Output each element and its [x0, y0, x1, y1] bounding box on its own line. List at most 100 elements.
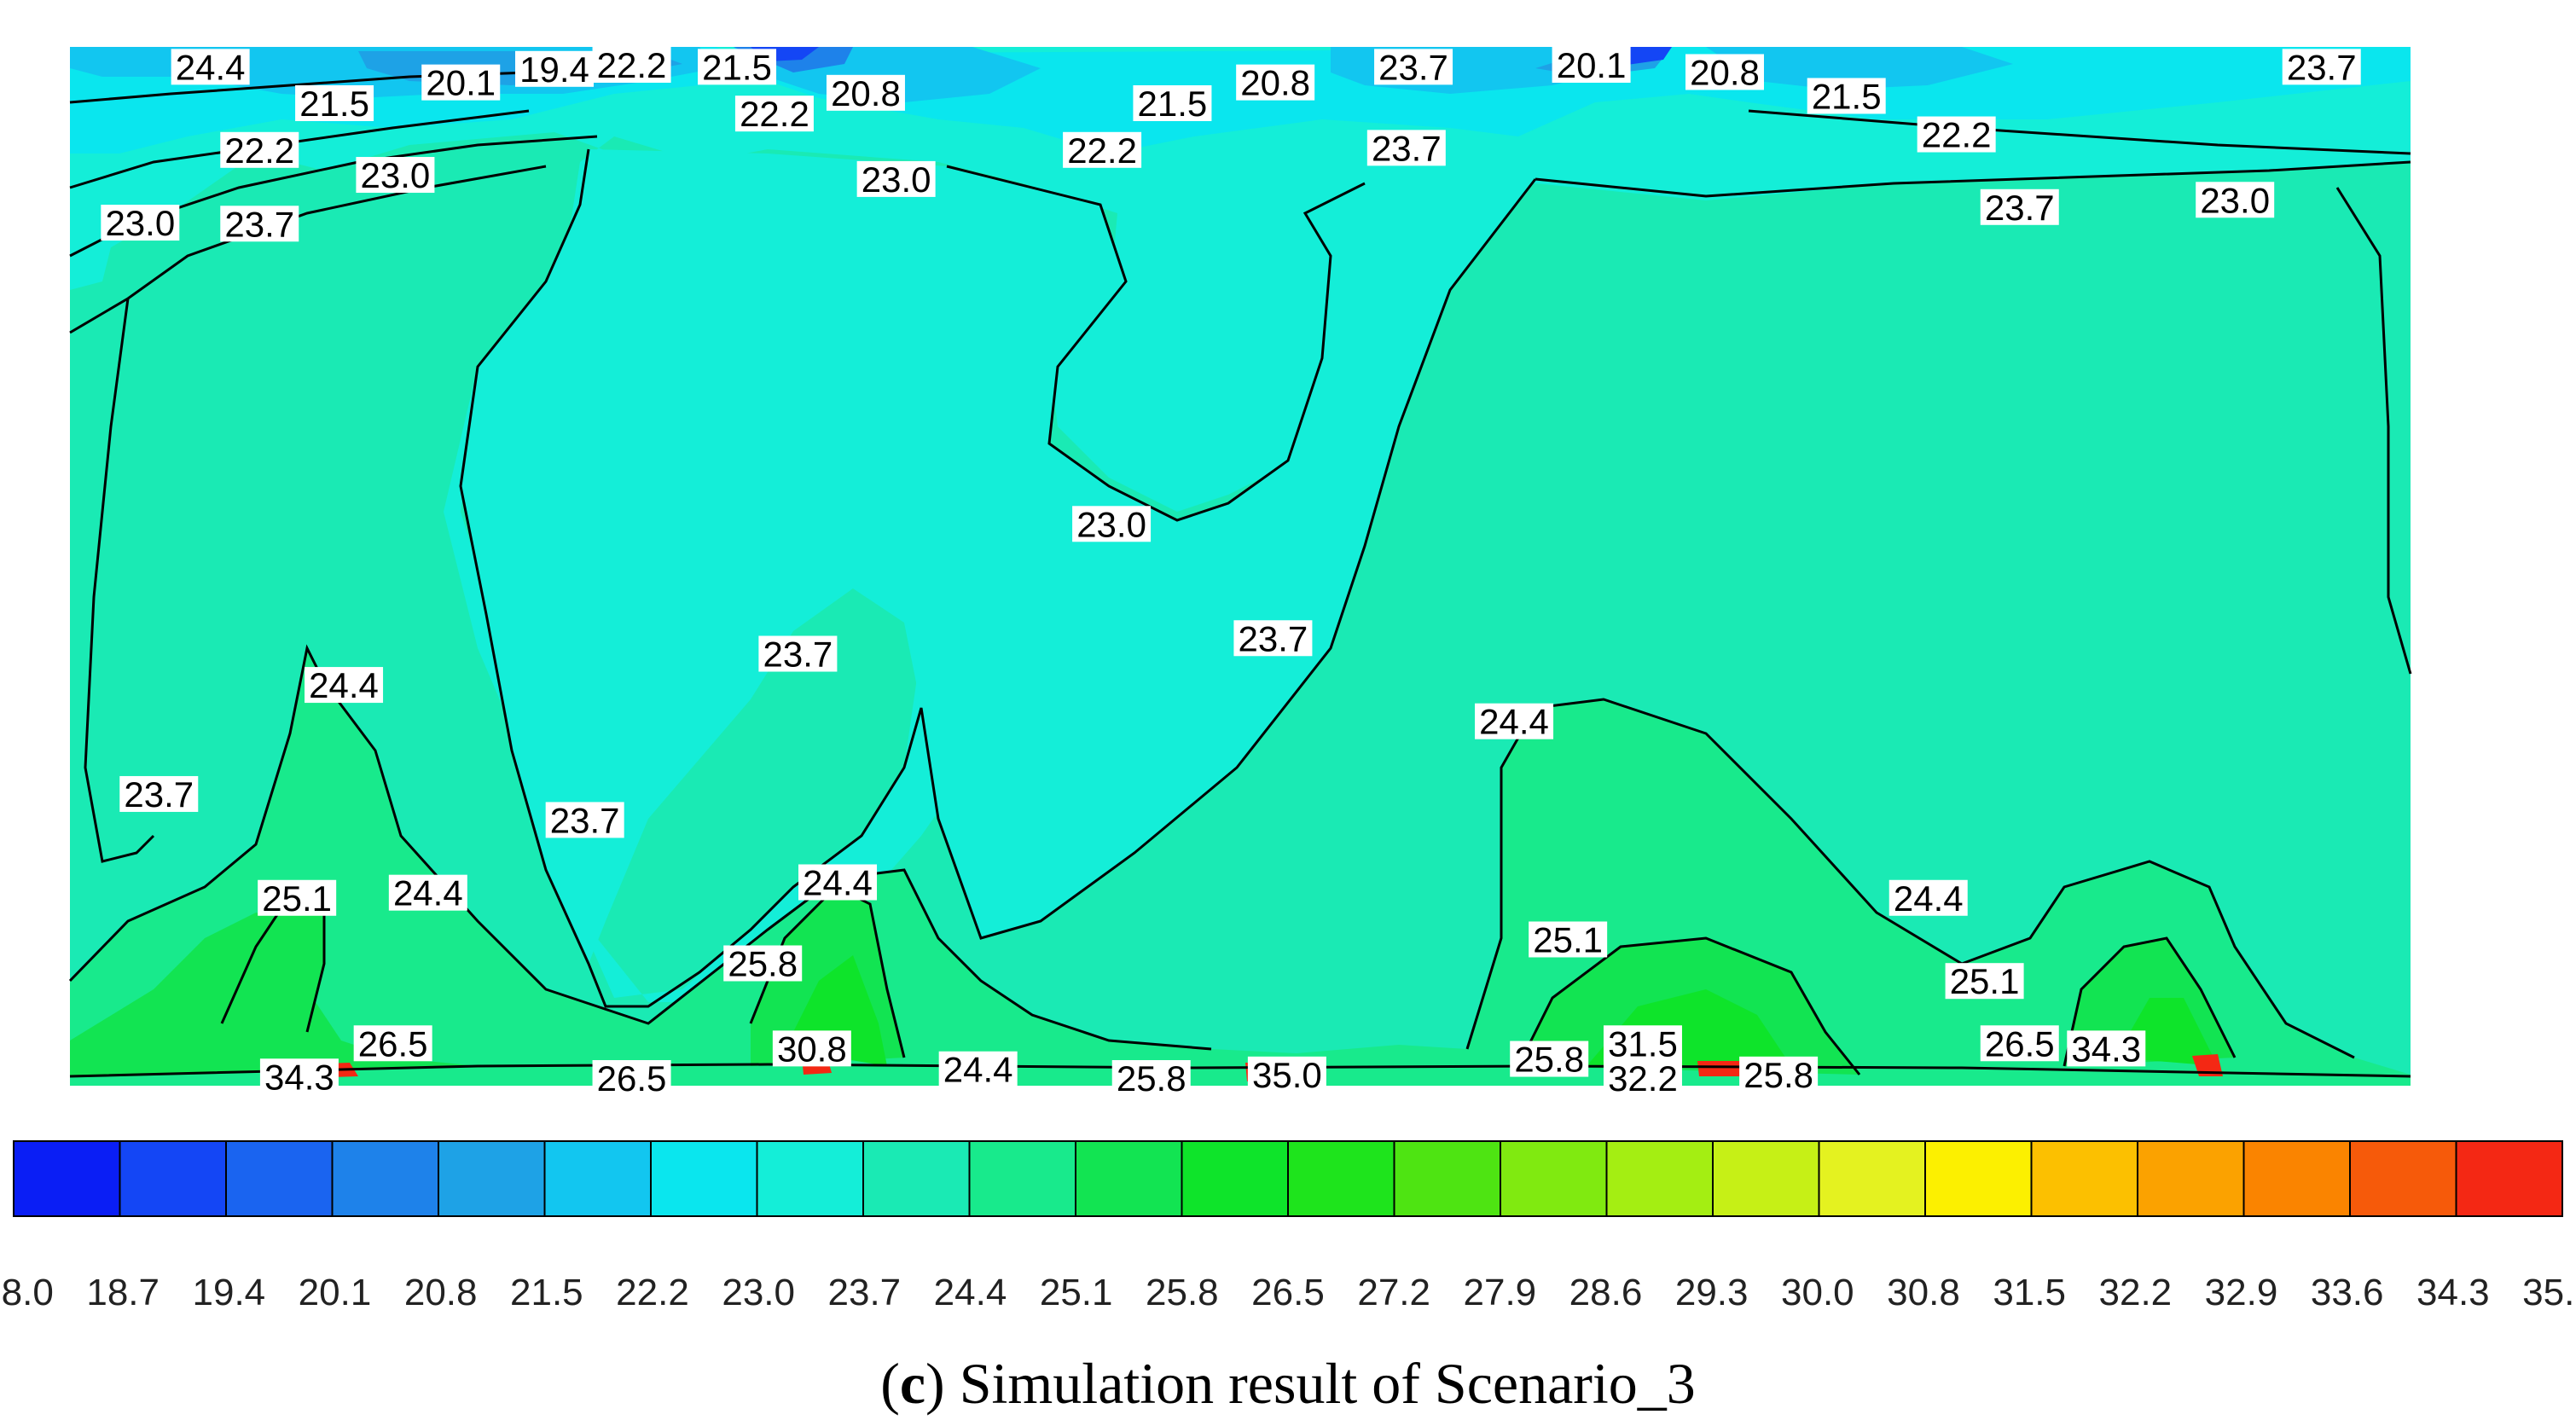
- contour-label-text: 25.1: [262, 878, 332, 919]
- colorbar-swatch: [1393, 1140, 1501, 1217]
- contour-label-box: [1475, 703, 1554, 739]
- contour-label: 23.7: [1366, 128, 1446, 168]
- contour-label: 23.0: [2196, 180, 2275, 220]
- contour-label: 24.4: [171, 47, 250, 87]
- contour-label-text: 23.7: [1239, 618, 1308, 658]
- contour-label-box: [772, 1030, 851, 1067]
- contour-label-text: 24.4: [393, 873, 463, 913]
- contour-label: 34.3: [2067, 1029, 2146, 1069]
- colorbar-tick-label: 34.3: [2416, 1272, 2490, 1313]
- contour-label: 23.7: [1374, 47, 1453, 87]
- contour-label: 23.0: [101, 203, 180, 243]
- colorbar-tick-label: 19.4: [193, 1272, 266, 1313]
- contour-label-text: 21.5: [702, 47, 772, 87]
- contour-label-box: [734, 96, 814, 132]
- contour-label: 26.5: [592, 1058, 671, 1098]
- contour-label-box: [592, 1060, 671, 1096]
- colorbar-tick-label: 18.7: [86, 1272, 160, 1313]
- contour-label-box: [1366, 130, 1446, 166]
- contour-label: 32.2: [1603, 1058, 1682, 1098]
- contour-label-text: 26.5: [1985, 1023, 2055, 1064]
- hotspot-far: [2192, 1054, 2223, 1076]
- colorbar-swatch: [1605, 1140, 1714, 1217]
- contour-label-text: 23.7: [1378, 47, 1448, 87]
- contour-label-text: 22.2: [1922, 115, 1992, 155]
- contour-label-box: [356, 157, 435, 194]
- contour-label: 26.5: [353, 1023, 432, 1064]
- contour-label-text: 23.7: [1985, 188, 2055, 228]
- contour-label-text: 23.0: [105, 203, 175, 243]
- contour-label-box: [938, 1051, 1018, 1087]
- contour-label-box: [1945, 963, 2024, 1000]
- contour-label-box: [1133, 84, 1212, 121]
- contour-label-text: 24.4: [803, 862, 873, 902]
- contour-label-box: [295, 84, 374, 121]
- region-25-1-a: [222, 887, 324, 1032]
- contour-lines: [68, 58, 2412, 1078]
- contour-label-text: 23.7: [224, 204, 294, 244]
- colorbar-tick-label: 25.8: [1146, 1272, 1219, 1313]
- colorbar-swatch: [756, 1140, 864, 1217]
- contour-25-1-right: [1517, 936, 1861, 1075]
- colorbar-tick-label: 27.9: [1464, 1272, 1537, 1313]
- colorbar-swatch: [1924, 1140, 2033, 1217]
- contour-label-text: 21.5: [299, 84, 369, 124]
- colorbar-tick-label: 33.6: [2311, 1272, 2384, 1313]
- contour-23-7-right: [1535, 160, 2411, 198]
- contour-label: 22.2: [220, 130, 299, 171]
- colorbar-tick-label: 35.0: [2522, 1272, 2576, 1313]
- contour-label: 25.1: [1529, 919, 1608, 959]
- contour-label-box: [1529, 921, 1608, 958]
- contour-label-box: [1739, 1056, 1819, 1093]
- colorbar-tick-label: 27.2: [1357, 1272, 1430, 1313]
- contour-label-box: [1685, 54, 1765, 90]
- contour-label-text: 30.8: [777, 1029, 847, 1069]
- contour-label-box: [1603, 1025, 1682, 1062]
- contour-label-text: 23.0: [862, 159, 931, 200]
- contour-label-text: 23.7: [2287, 47, 2357, 87]
- colorbar-tick-label: 29.3: [1675, 1272, 1749, 1313]
- contour-edge-right: [2335, 187, 2412, 675]
- colorbar-tick-label: 20.1: [299, 1272, 372, 1313]
- contour-label-text: 24.4: [943, 1050, 1013, 1090]
- contour-label-text: 19.4: [519, 49, 589, 90]
- contour-label-text: 25.1: [1950, 961, 2020, 1001]
- contour-label: 19.4: [515, 49, 595, 90]
- contour-label-text: 23.7: [1372, 128, 1442, 168]
- colorbar-swatch: [1818, 1140, 1926, 1217]
- contour-label-box: [698, 49, 777, 85]
- figure-caption: (c) Simulation result of Scenario_3: [880, 1351, 1696, 1416]
- colorbar-tick-label: 20.8: [404, 1272, 478, 1313]
- colorbar-swatch: [1075, 1140, 1183, 1217]
- contour-label: 25.8: [723, 943, 803, 983]
- contour-label-box: [220, 131, 299, 168]
- contour-label: 20.8: [1685, 52, 1765, 92]
- contour-label-box: [1980, 188, 2059, 225]
- contour-label-box: [826, 74, 905, 111]
- contour-label: 25.8: [1111, 1058, 1191, 1098]
- contour-label: 23.0: [356, 155, 435, 195]
- colorbar-swatch: [1712, 1140, 1820, 1217]
- caption-text: Simulation result of Scenario_3: [959, 1351, 1696, 1416]
- contour-label: 25.1: [1945, 961, 2024, 1001]
- contour-label-box: [1236, 64, 1315, 101]
- colorbar-swatch: [331, 1140, 439, 1217]
- contour-label-box: [101, 205, 180, 241]
- contour-label-box: [1510, 1041, 1589, 1077]
- contour-label-text: 24.4: [309, 665, 379, 705]
- contour-label-text: 20.1: [1557, 45, 1627, 85]
- contour-label-text: 24.4: [176, 47, 246, 87]
- colorbar-tick-label: 26.5: [1251, 1272, 1325, 1313]
- contour-label-text: 23.7: [550, 800, 620, 840]
- contour-label: 31.5: [1603, 1023, 1682, 1064]
- contour-label-box: [1552, 47, 1631, 83]
- colorbar-swatch: [543, 1140, 652, 1217]
- colorbar-swatch: [650, 1140, 758, 1217]
- contour-label-box: [1807, 78, 1886, 114]
- contour-label: 21.5: [1807, 76, 1886, 116]
- contour-label: 20.1: [421, 63, 501, 103]
- colorbar-swatch: [225, 1140, 334, 1217]
- contour-label-text: 23.0: [2200, 180, 2270, 220]
- colorbar-swatch: [13, 1140, 121, 1217]
